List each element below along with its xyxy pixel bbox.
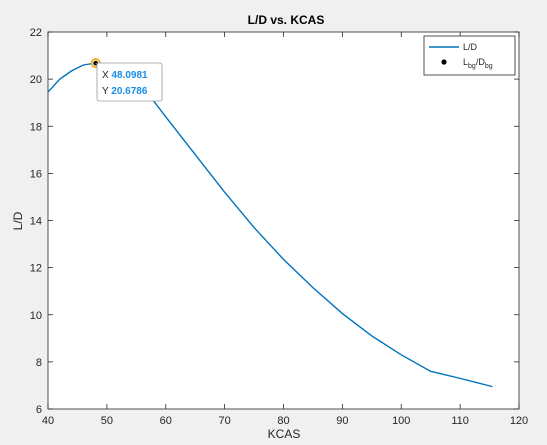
x-tick-label: 100	[392, 415, 410, 427]
x-axis-label: KCAS	[268, 427, 301, 441]
y-axis-label: L/D	[11, 211, 25, 230]
y-tick-label: 8	[36, 357, 42, 369]
x-tick-label: 40	[42, 415, 54, 427]
y-tick-label: 20	[30, 74, 42, 86]
legend-marker-label: Lbg/Dbg	[463, 57, 493, 70]
y-tick-label: 22	[30, 27, 42, 39]
legend-series-label: L/D	[463, 42, 478, 52]
x-tick-label: 110	[451, 415, 469, 427]
x-tick-label: 60	[160, 415, 172, 427]
y-tick-label: 16	[30, 168, 42, 180]
x-tick-label: 120	[510, 415, 528, 427]
chart-title: L/D vs. KCAS	[248, 13, 325, 27]
y-tick-label: 18	[30, 121, 42, 133]
y-tick-label: 12	[30, 263, 42, 275]
x-axis: 40 50 60 70 80 90 100 110 120	[42, 32, 528, 427]
datatip[interactable]: X 48.0981 Y 20.6786	[95, 62, 163, 102]
x-tick-label: 50	[101, 415, 113, 427]
legend-marker-swatch	[441, 59, 447, 65]
y-tick-label: 10	[30, 310, 42, 322]
legend[interactable]: L/D Lbg/Dbg	[423, 35, 516, 76]
legend-box	[423, 35, 516, 76]
datatip-box	[96, 62, 163, 102]
datatip-y-row: Y 20.6786	[102, 86, 148, 97]
y-tick-label: 6	[36, 404, 42, 416]
y-tick-label: 14	[30, 216, 42, 228]
x-tick-label: 90	[336, 415, 348, 427]
series-line-ld	[47, 62, 493, 388]
x-tick-label: 80	[277, 415, 289, 427]
datatip-x-row: X 48.0981	[102, 70, 148, 81]
x-tick-label: 70	[219, 415, 231, 427]
y-axis: 6 8 10 12 14 16 18 20 22	[30, 27, 519, 416]
